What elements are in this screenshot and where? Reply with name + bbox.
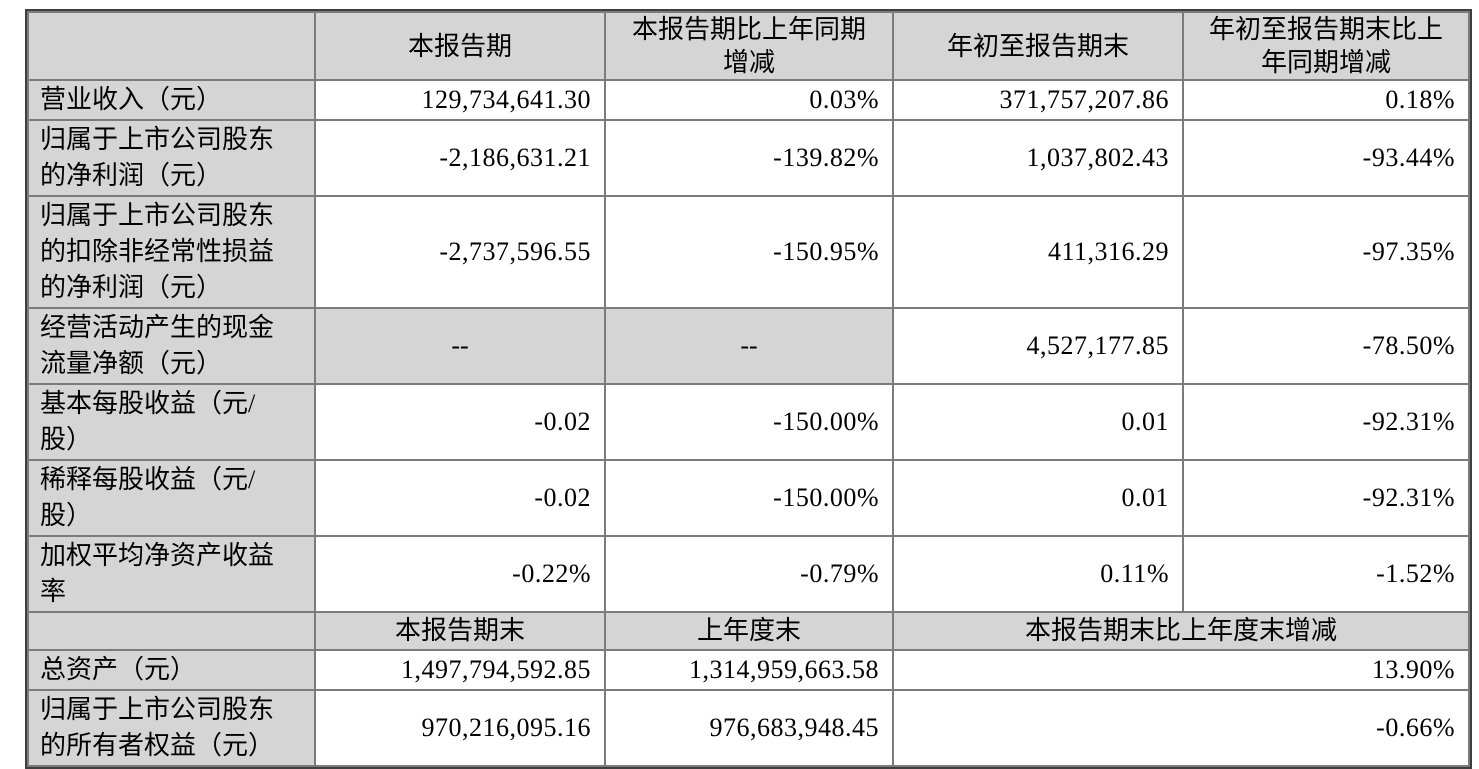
header-empty-cell	[27, 11, 316, 81]
cell-period-end-change: -0.66%	[892, 689, 1470, 767]
financial-summary-table-frame: 本报告期 本报告期比上年同期 增减 年初至报告期末 年初至报告期末比上 年同期增…	[25, 9, 1472, 769]
table-row-diluted-eps: 稀释每股收益（元/ 股） -0.02 -150.00% 0.01 -92.31%	[27, 459, 1470, 537]
cell-yoy-change: -150.00%	[604, 459, 894, 537]
cell-ytd-yoy-change: -97.35%	[1182, 195, 1470, 309]
cell-label: 稀释每股收益（元/ 股）	[27, 459, 316, 537]
cell-label: 归属于上市公司股东 的所有者权益（元）	[27, 689, 316, 767]
cell-ytd: 411,316.29	[892, 195, 1184, 309]
table-row-operating-cash-flow: 经营活动产生的现金 流量净额（元） -- -- 4,527,177.85 -78…	[27, 307, 1470, 385]
cell-ytd: 371,757,207.86	[892, 79, 1184, 121]
header-prior-year-end: 上年度末	[604, 611, 894, 651]
table-row-basic-eps: 基本每股收益（元/ 股） -0.02 -150.00% 0.01 -92.31%	[27, 383, 1470, 461]
cell-ytd: 0.01	[892, 459, 1184, 537]
table-row-net-profit-after-non-recurring: 归属于上市公司股东 的扣除非经常性损益 的净利润（元） -2,737,596.5…	[27, 195, 1470, 309]
table-row-operating-revenue: 营业收入（元） 129,734,641.30 0.03% 371,757,207…	[27, 79, 1470, 121]
cell-ytd-yoy-change: -93.44%	[1182, 119, 1470, 197]
header-ytd: 年初至报告期末	[892, 11, 1184, 81]
table-row-total-assets: 总资产（元） 1,497,794,592.85 1,314,959,663.58…	[27, 649, 1470, 691]
cell-label: 加权平均净资产收益 率	[27, 535, 316, 613]
cell-label: 总资产（元）	[27, 649, 316, 691]
table-row-weighted-avg-roe: 加权平均净资产收益 率 -0.22% -0.79% 0.11% -1.52%	[27, 535, 1470, 613]
cell-ytd-yoy-change: -92.31%	[1182, 383, 1470, 461]
header-period-end-change: 本报告期末比上年度末增减	[892, 611, 1470, 651]
cell-label: 归属于上市公司股东 的净利润（元）	[27, 119, 316, 197]
cell-current-period: -2,186,631.21	[314, 119, 606, 197]
header-current-period-end: 本报告期末	[314, 611, 606, 651]
financial-summary-table: 本报告期 本报告期比上年同期 增减 年初至报告期末 年初至报告期末比上 年同期增…	[27, 11, 1470, 767]
cell-ytd-yoy-change: -92.31%	[1182, 459, 1470, 537]
cell-current-period: -0.02	[314, 459, 606, 537]
cell-current-period: --	[314, 307, 606, 385]
cell-ytd: 1,037,802.43	[892, 119, 1184, 197]
cell-ytd: 0.01	[892, 383, 1184, 461]
cell-prior-year-end: 976,683,948.45	[604, 689, 894, 767]
cell-yoy-change: -0.79%	[604, 535, 894, 613]
cell-ytd: 0.11%	[892, 535, 1184, 613]
cell-yoy-change: 0.03%	[604, 79, 894, 121]
cell-yoy-change: -150.00%	[604, 383, 894, 461]
cell-period-end-change: 13.90%	[892, 649, 1470, 691]
cell-yoy-change: -139.82%	[604, 119, 894, 197]
cell-yoy-change: -150.95%	[604, 195, 894, 309]
cell-yoy-change: --	[604, 307, 894, 385]
cell-ytd: 4,527,177.85	[892, 307, 1184, 385]
cell-ytd-yoy-change: -78.50%	[1182, 307, 1470, 385]
cell-ytd-yoy-change: 0.18%	[1182, 79, 1470, 121]
header-current-period: 本报告期	[314, 11, 606, 81]
cell-current-period-end: 970,216,095.16	[314, 689, 606, 767]
cell-current-period: -0.02	[314, 383, 606, 461]
cell-label: 经营活动产生的现金 流量净额（元）	[27, 307, 316, 385]
header-row-period-end: 本报告期末 上年度末 本报告期末比上年度末增减	[27, 611, 1470, 651]
header-row-period: 本报告期 本报告期比上年同期 增减 年初至报告期末 年初至报告期末比上 年同期增…	[27, 11, 1470, 81]
header-yoy-change: 本报告期比上年同期 增减	[604, 11, 894, 81]
cell-ytd-yoy-change: -1.52%	[1182, 535, 1470, 613]
header-ytd-yoy-change: 年初至报告期末比上 年同期增减	[1182, 11, 1470, 81]
cell-current-period: 129,734,641.30	[314, 79, 606, 121]
table-row-net-profit-attributable: 归属于上市公司股东 的净利润（元） -2,186,631.21 -139.82%…	[27, 119, 1470, 197]
cell-label: 基本每股收益（元/ 股）	[27, 383, 316, 461]
cell-label: 归属于上市公司股东 的扣除非经常性损益 的净利润（元）	[27, 195, 316, 309]
table-row-owners-equity-attributable: 归属于上市公司股东 的所有者权益（元） 970,216,095.16 976,6…	[27, 689, 1470, 767]
cell-current-period: -2,737,596.55	[314, 195, 606, 309]
header-empty-cell	[27, 611, 316, 651]
cell-current-period-end: 1,497,794,592.85	[314, 649, 606, 691]
cell-current-period: -0.22%	[314, 535, 606, 613]
cell-prior-year-end: 1,314,959,663.58	[604, 649, 894, 691]
cell-label: 营业收入（元）	[27, 79, 316, 121]
